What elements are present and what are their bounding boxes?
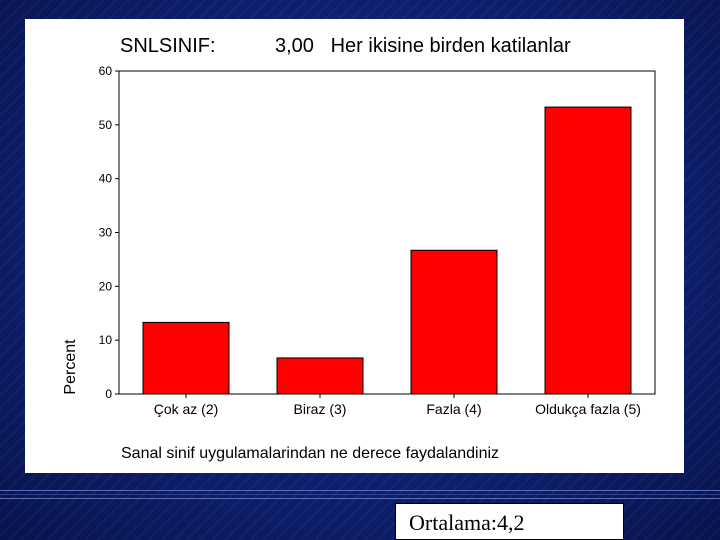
y-tick-label: 20 xyxy=(99,279,113,293)
chart-title-variable: SNLSINIF: xyxy=(120,35,216,57)
bar xyxy=(410,249,498,395)
x-axis-label: Sanal sinif uygulamalarindan ne derece f… xyxy=(121,445,499,462)
x-tick-label: Çok az (2) xyxy=(154,401,219,417)
chart-title-group: 3,00 Her ikisine birden katilanlar xyxy=(275,35,571,57)
caption-box: Ortalama:4,2 xyxy=(395,503,624,540)
x-tick-label: Oldukça fazla (5) xyxy=(535,401,641,417)
footer-rule xyxy=(0,490,720,500)
plot-area: 0 10 20 30 40 50 60 Çok az (2) Biraz (3) Fazla (4… xyxy=(99,64,656,417)
y-tick-label: 50 xyxy=(99,118,113,132)
bar xyxy=(142,321,230,395)
bar-chart: SNLSINIF: 3,00 Her ikisine birden katila… xyxy=(62,35,656,462)
bar xyxy=(276,357,364,395)
y-tick-label: 60 xyxy=(99,64,113,78)
mean-caption: Ortalama:4,2 xyxy=(409,510,525,535)
bar xyxy=(544,106,632,395)
x-tick-label: Biraz (3) xyxy=(294,401,347,417)
y-tick-label: 30 xyxy=(99,226,113,240)
y-axis-label: Percent xyxy=(62,339,79,395)
y-tick-label: 10 xyxy=(99,333,113,347)
y-tick-label: 40 xyxy=(99,172,113,186)
x-tick-label: Fazla (4) xyxy=(426,401,481,417)
y-tick-label: 0 xyxy=(105,387,112,401)
chart-panel: SNLSINIF: 3,00 Her ikisine birden katila… xyxy=(25,19,684,473)
